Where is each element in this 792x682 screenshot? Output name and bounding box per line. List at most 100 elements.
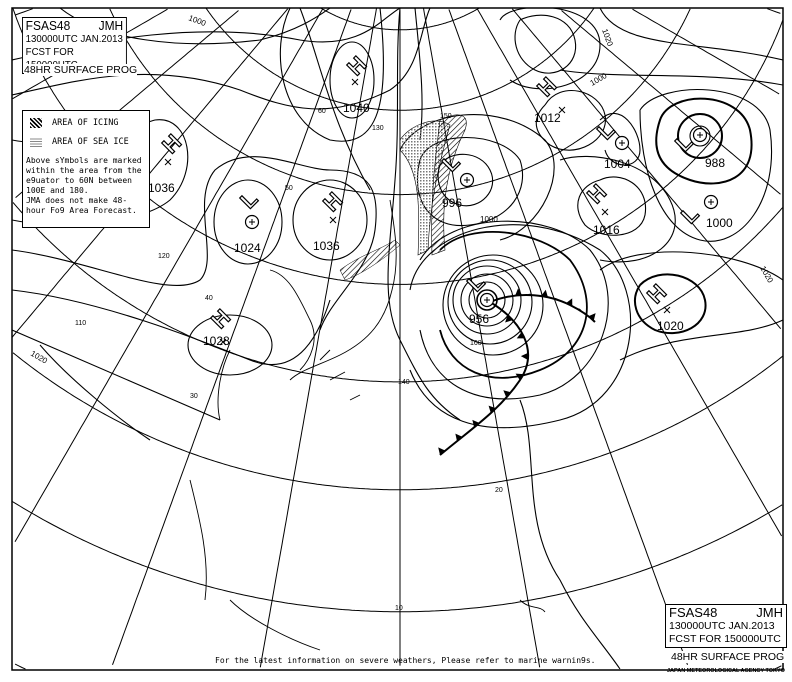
chart-code: FSAS48 (669, 605, 718, 620)
latitude-label: 40 (205, 295, 213, 302)
footer-notice: For the latest information on severe wea… (215, 656, 596, 665)
occluded-front-semicircle-icon (552, 297, 559, 301)
fog-note: JMA does not make 48-hour Fo9 Area Forec… (26, 196, 137, 215)
center-cross-icon (164, 158, 172, 166)
analysis-time: 130000UTC JAN.2013 (669, 620, 775, 632)
central-pressure: 1036 (313, 239, 340, 253)
coastlines (189, 199, 546, 651)
cold-front-triangle-icon (488, 405, 496, 414)
meridian-line (767, 8, 781, 14)
meridian-line (14, 8, 324, 543)
product-name: 48HR SURFACE PROG (24, 64, 138, 76)
cold-front (439, 301, 530, 456)
cold-front-triangle-icon (438, 447, 446, 455)
forecast-time: FCST FOR 150000UTC (669, 633, 781, 645)
center-cross-icon (697, 132, 703, 138)
meridian-line (511, 8, 782, 330)
central-pressure: 1004 (604, 157, 631, 171)
issuer: JMH (756, 605, 783, 620)
occluded-front-triangle-icon (565, 298, 573, 307)
longitude-label: 130 (372, 125, 384, 132)
occluded-front-semicircle-icon (576, 308, 582, 312)
central-pressure: 1000 (706, 216, 733, 230)
isobar-label: 1000 (480, 215, 498, 224)
center-cross-icon (329, 216, 337, 224)
longitude-label: 140 (398, 379, 410, 386)
latitude-line (12, 8, 400, 285)
icing-label: AREA OF ICING (52, 118, 119, 128)
issuer: JMH (98, 18, 124, 33)
central-pressure: 1028 (203, 334, 230, 348)
latitude-line (14, 663, 26, 670)
latitude-line (12, 202, 400, 383)
cold-front-triangle-icon (505, 315, 513, 323)
central-pressure: 1036 (148, 181, 175, 195)
center-cross-icon (663, 306, 671, 314)
legend-note: Above sYmbols are marked within the area… (26, 156, 142, 195)
center-cross-icon (558, 106, 566, 114)
sea-ice-label: AREA OF SEA ICE (52, 137, 129, 147)
cold-front-triangle-icon (516, 332, 525, 339)
meridian-line (561, 10, 781, 195)
occluded-front-semicircle-icon (527, 293, 534, 296)
legend-box: AREA OF ICING AREA OF SEA ICE Above sYmb… (22, 110, 150, 228)
longitude-label: 120 (158, 253, 170, 260)
meridian-line (112, 9, 352, 665)
sea-ice-and-icing-areas (339, 114, 467, 281)
center-cross-icon (601, 208, 609, 216)
agency-name: JAPAN METEOROLOGICAL AGENCY TOKYO (667, 668, 785, 674)
central-pressure: 1040 (343, 101, 370, 115)
latitude-line (400, 504, 783, 613)
latitude-label: 10 (395, 605, 403, 612)
meridian-line (15, 8, 33, 16)
center-cross-icon (351, 78, 359, 86)
latitude-line (109, 8, 400, 196)
analysis-time: 130000UTC JAN.2013 (25, 33, 123, 45)
icing-swatch-icon (30, 118, 42, 128)
longitude-label: 110 (75, 320, 86, 327)
center-cross-icon (708, 199, 714, 205)
latitude-line (320, 8, 400, 31)
latitude-line (400, 8, 595, 111)
meridian-line (259, 8, 377, 668)
latitude-line (205, 8, 400, 111)
occluded-front-triangle-icon (515, 288, 523, 296)
cold-front-triangle-icon (520, 352, 528, 360)
center-cross-icon (219, 338, 227, 346)
center-cross-icon (464, 177, 470, 183)
cold-front-triangle-icon (455, 433, 463, 442)
central-pressure: 1024 (234, 241, 261, 255)
meridian-line (423, 8, 541, 668)
central-pressure: 1012 (534, 111, 561, 125)
product-name-bottom: 48HR SURFACE PROG (671, 651, 785, 663)
chart-code: FSAS48 (25, 18, 71, 33)
latitude-label: 30 (190, 393, 198, 400)
latitude-line (12, 352, 400, 491)
center-cross-icon (619, 140, 625, 146)
central-pressure: 996 (442, 196, 462, 210)
meridian-line (448, 9, 688, 665)
meridian-line (12, 8, 289, 338)
center-cross-icon (484, 297, 490, 303)
cold-front-triangle-icon (503, 390, 511, 398)
latitude-line (774, 665, 782, 670)
longitude-label: 150 (440, 113, 452, 120)
center-cross-icon (249, 219, 255, 225)
occluded-front-triangle-icon (588, 313, 596, 321)
central-pressure: 988 (705, 156, 725, 170)
latitude-line (400, 355, 783, 491)
meridian-line (632, 8, 780, 95)
longitude-label: 160 (470, 340, 482, 347)
central-pressure: 1016 (593, 223, 620, 237)
latitude-label: 50 (285, 185, 293, 192)
latitude-line (400, 8, 691, 196)
latitude-line (12, 501, 400, 613)
latitude-line (400, 19, 783, 285)
latitude-line (400, 8, 480, 31)
latitude-label: 60 (318, 108, 326, 115)
front-symbols (438, 288, 596, 455)
occluded-front-triangle-icon (541, 289, 548, 298)
cold-front-triangle-icon (472, 419, 480, 428)
cold-front-triangle-icon (515, 373, 524, 381)
